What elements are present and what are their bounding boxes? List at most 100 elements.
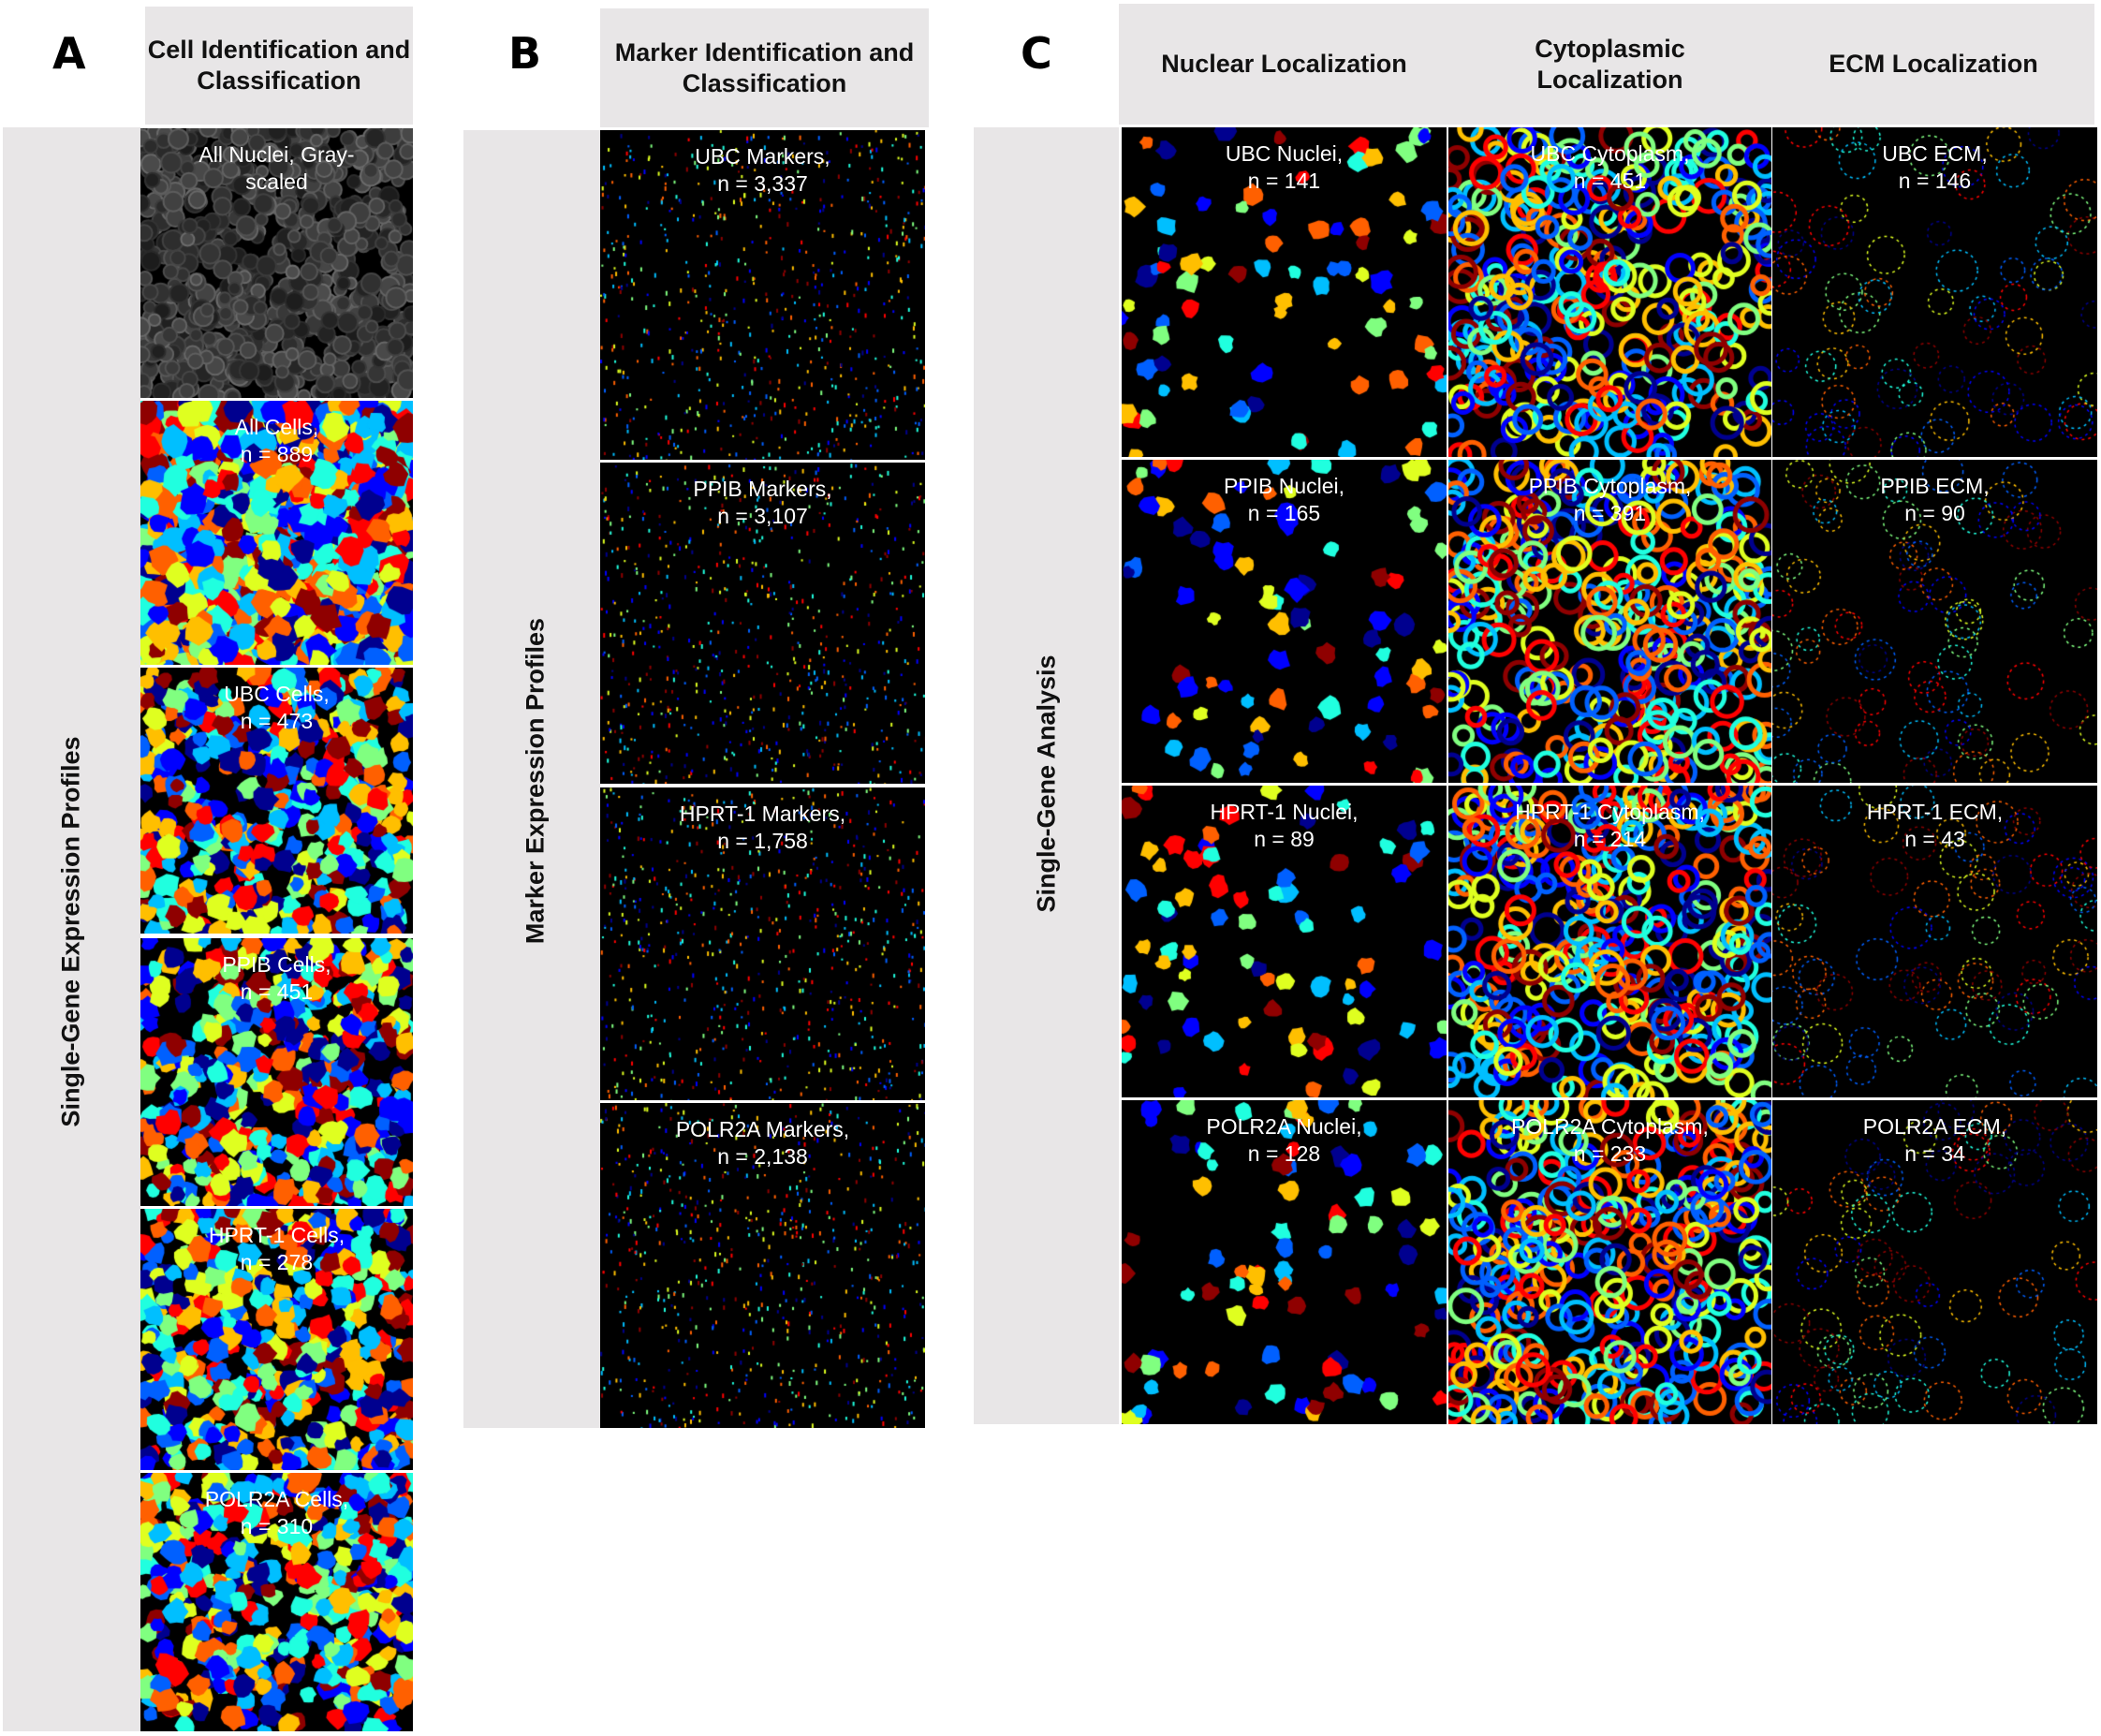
micrograph-image: [1122, 460, 1447, 783]
panel-c-tile: HPRT-1 Cytoplasm, n = 214: [1448, 786, 1771, 1097]
tile-caption-line1: All Cells,: [234, 415, 319, 439]
micrograph-image: [600, 130, 925, 460]
tile-caption-line2: n = 165: [1247, 501, 1321, 525]
micrograph-image: [140, 668, 413, 934]
tile-caption-line1: All Nuclei, Gray-: [198, 142, 355, 167]
micrograph-image: [1772, 127, 2097, 457]
tile-caption-line2: n = 451: [1573, 169, 1647, 193]
tile-caption-line2: n = 3,107: [717, 504, 808, 528]
tile-caption: HPRT-1 Cytoplasm, n = 214: [1448, 799, 1771, 853]
panel-c-tile: POLR2A Nuclei, n = 128: [1122, 1100, 1447, 1424]
panel-c-tile: PPIB Cytoplasm, n = 391: [1448, 460, 1771, 783]
micrograph-image: [140, 401, 413, 665]
tile-caption-line2: n = 3,337: [717, 171, 808, 196]
tile-caption-line1: HPRT-1 Cytoplasm,: [1515, 800, 1705, 824]
micrograph-image: [1122, 786, 1447, 1097]
panel-a-side-bar: [3, 127, 140, 1731]
micrograph-image: [1448, 1100, 1771, 1424]
tile-caption-line2: n = 2,138: [717, 1144, 808, 1169]
micrograph-image: [1122, 1100, 1447, 1424]
micrograph-image: [140, 938, 413, 1206]
tile-caption-line1: UBC Markers,: [695, 144, 830, 169]
column-header-ecm: ECM Localization: [1829, 50, 2038, 78]
tile-caption: HPRT-1 Markers, n = 1,758: [600, 801, 925, 855]
tile-caption-line1: POLR2A Markers,: [675, 1117, 850, 1141]
tile-caption: HPRT-1 Nuclei, n = 89: [1122, 799, 1447, 853]
panel-b-header: Marker Identification and Classification: [600, 8, 929, 127]
panel-b-letter: B: [508, 28, 542, 79]
tile-caption: HPRT-1 Cells, n = 278: [140, 1222, 413, 1276]
panel-c-side-bar: [974, 127, 1119, 1424]
tile-caption-line2: n = 214: [1573, 827, 1647, 851]
tile-caption-line1: HPRT-1 Nuclei,: [1210, 800, 1359, 824]
tile-caption-line1: HPRT-1 Cells,: [208, 1223, 345, 1247]
micrograph-image: [1772, 460, 2097, 783]
tile-caption-line1: PPIB Cytoplasm,: [1528, 474, 1692, 498]
micrograph-image: [140, 128, 413, 398]
tile-caption-line2: n = 128: [1247, 1141, 1321, 1166]
panel-c-tile: POLR2A ECM, n = 34: [1772, 1100, 2097, 1424]
tile-caption-line1: PPIB ECM,: [1880, 474, 1990, 498]
tile-caption-line1: PPIB Cells,: [222, 952, 331, 977]
micrograph-image: [600, 463, 925, 784]
panel-a-tile: All Nuclei, Gray- scaled: [140, 128, 413, 398]
tile-caption: All Cells, n = 889: [140, 414, 413, 468]
tile-caption-line2: n = 889: [240, 442, 314, 466]
panel-c-header-bar: [1119, 4, 2094, 125]
tile-caption-line2: n = 1,758: [717, 829, 808, 853]
panel-a-side-label: Single-Gene Expression Profiles: [56, 736, 85, 1127]
panel-a-letter: A: [52, 28, 86, 79]
panel-c-side-label: Single-Gene Analysis: [1032, 655, 1061, 913]
panel-a-tile: UBC Cells, n = 473: [140, 668, 413, 934]
micrograph-image: [1772, 1100, 2097, 1424]
panel-c-tile: POLR2A Cytoplasm, n = 233: [1448, 1100, 1771, 1424]
tile-caption: POLR2A Markers, n = 2,138: [600, 1116, 925, 1170]
micrograph-image: [1772, 786, 2097, 1097]
tile-caption-line1: POLR2A Cells,: [204, 1487, 349, 1511]
tile-caption: HPRT-1 ECM, n = 43: [1772, 799, 2097, 853]
tile-caption-line2: n = 233: [1573, 1141, 1647, 1166]
tile-caption-line2: n = 473: [240, 709, 314, 733]
tile-caption-line1: UBC Cells,: [224, 682, 330, 706]
tile-caption-line1: HPRT-1 Markers,: [679, 802, 846, 826]
tile-caption-line1: HPRT-1 ECM,: [1866, 800, 2004, 824]
tile-caption-line2: n = 451: [240, 979, 314, 1004]
tile-caption: POLR2A Cytoplasm, n = 233: [1448, 1113, 1771, 1168]
tile-caption-line2: n = 146: [1898, 169, 1972, 193]
column-header-nuclear: Nuclear Localization: [1161, 50, 1407, 78]
tile-caption-line2: n = 141: [1247, 169, 1321, 193]
panel-c-tile: UBC Cytoplasm, n = 451: [1448, 127, 1771, 457]
panel-b-side-bar: [463, 130, 600, 1428]
panel-c-tile: UBC ECM, n = 146: [1772, 127, 2097, 457]
panel-c-tile: HPRT-1 ECM, n = 43: [1772, 786, 2097, 1097]
micrograph-image: [600, 787, 925, 1100]
tile-caption-line2: n = 310: [240, 1514, 314, 1538]
tile-caption-line2: n = 89: [1254, 827, 1315, 851]
panel-b-side-label: Marker Expression Profiles: [521, 617, 550, 945]
tile-caption-line2: n = 391: [1573, 501, 1647, 525]
column-header-cytoplasmic: Cytoplasmic Localization: [1535, 34, 1685, 94]
panel-c-tile: PPIB ECM, n = 90: [1772, 460, 2097, 783]
tile-caption: POLR2A ECM, n = 34: [1772, 1113, 2097, 1168]
tile-caption-line2: n = 43: [1904, 827, 1965, 851]
micrograph-image: [1448, 786, 1771, 1097]
tile-caption-line1: PPIB Markers,: [693, 477, 832, 501]
tile-caption: PPIB Cells, n = 451: [140, 951, 413, 1006]
micrograph-image: [1122, 127, 1447, 457]
panel-a-tile: POLR2A Cells, n = 310: [140, 1473, 413, 1731]
tile-caption: UBC Cells, n = 473: [140, 681, 413, 735]
tile-caption: UBC Markers, n = 3,337: [600, 143, 925, 198]
tile-caption: All Nuclei, Gray- scaled: [140, 141, 413, 196]
panel-c-tile: PPIB Nuclei, n = 165: [1122, 460, 1447, 783]
tile-caption-line1: UBC Nuclei,: [1225, 141, 1344, 166]
tile-caption-line1: UBC Cytoplasm,: [1530, 141, 1690, 166]
tile-caption: PPIB ECM, n = 90: [1772, 473, 2097, 527]
panel-b-tile: HPRT-1 Markers, n = 1,758: [600, 787, 925, 1100]
tile-caption-line1: POLR2A Cytoplasm,: [1511, 1114, 1709, 1139]
tile-caption-line2: n = 278: [240, 1250, 314, 1274]
micrograph-image: [600, 1103, 925, 1428]
tile-caption-line1: POLR2A ECM,: [1862, 1114, 2007, 1139]
tile-caption-line2: n = 34: [1904, 1141, 1965, 1166]
tile-caption: UBC ECM, n = 146: [1772, 140, 2097, 195]
panel-a-tile: HPRT-1 Cells, n = 278: [140, 1209, 413, 1470]
